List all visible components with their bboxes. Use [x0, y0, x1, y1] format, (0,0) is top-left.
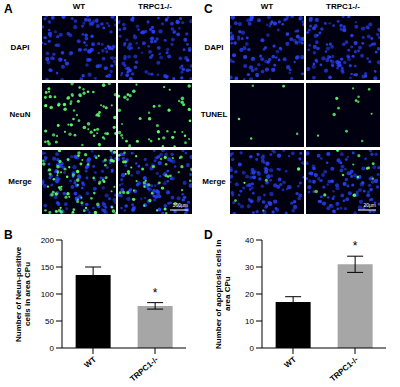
svg-text:0: 0: [250, 344, 255, 353]
svg-text:100: 100: [41, 290, 55, 299]
svg-text:30: 30: [245, 263, 254, 272]
html-text:DAPI: DAPI: [204, 43, 224, 52]
svg-text:TRPC1-/-: TRPC1-/-: [328, 355, 360, 384]
svg-text:100μm: 100μm: [173, 202, 188, 208]
svg-text:20: 20: [245, 290, 254, 299]
svg-text:40: 40: [245, 236, 254, 245]
svg-text:50: 50: [45, 317, 54, 326]
html-text:TRPC1-/-: TRPC1-/-: [326, 2, 360, 11]
html-text:Merge: Merge: [8, 177, 32, 186]
html-text:Number of apoptosis cells in a: Number of apoptosis cells in area CPu: [214, 239, 232, 349]
html-text:D: D: [204, 228, 213, 242]
html-text:C: C: [204, 2, 213, 16]
svg-text:20μm: 20μm: [363, 202, 376, 208]
html-text:DAPI: DAPI: [10, 43, 30, 52]
html-text:WT: WT: [72, 2, 86, 11]
html-text:B: B: [4, 228, 13, 242]
svg-text:10: 10: [245, 317, 254, 326]
html-text:TUNEL: TUNEL: [200, 110, 228, 119]
svg-text:200: 200: [41, 236, 55, 245]
html-text:A: A: [4, 2, 13, 16]
svg-text:WT: WT: [283, 355, 298, 370]
html-text:NeuN: NeuN: [9, 110, 31, 119]
svg-text:WT: WT: [83, 355, 98, 370]
svg-text:*: *: [353, 239, 358, 253]
html-text:WT: WT: [260, 2, 274, 11]
svg-text:*: *: [153, 286, 158, 300]
svg-text:150: 150: [41, 263, 55, 272]
html-text:Number of Neun-positive cells: Number of Neun-positive cells in area CP…: [14, 246, 32, 342]
svg-text:0: 0: [50, 344, 55, 353]
html-text:Merge: Merge: [202, 177, 226, 186]
html-text:TRPC1-/-: TRPC1-/-: [138, 2, 172, 11]
svg-text:TRPC1-/-: TRPC1-/-: [128, 355, 160, 384]
